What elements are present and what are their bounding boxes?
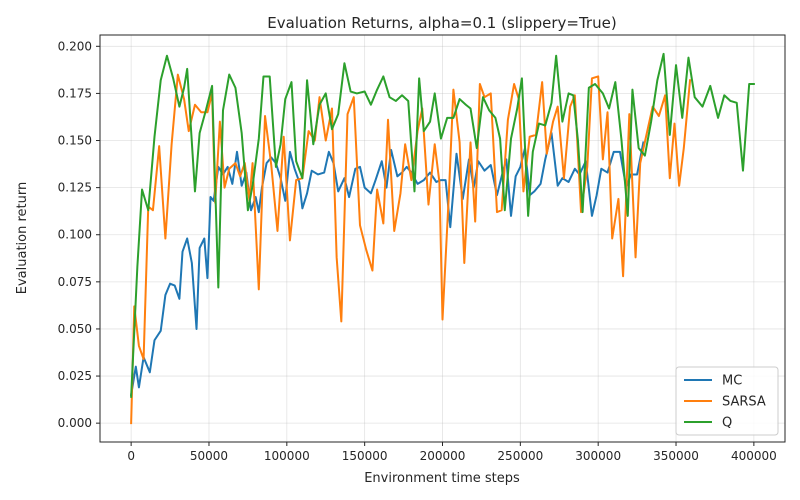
x-axis-label: Environment time steps [364, 471, 520, 486]
series-line-sarsa [130, 73, 692, 425]
chart-title: Evaluation Returns, alpha=0.1 (slippery=… [267, 14, 616, 32]
x-tick-label: 150000 [342, 449, 388, 463]
y-axis-ticks: 0.000 0.025 0.050 0.075 0.100 0.125 0.150 0.175… [58, 39, 100, 430]
y-tick-label: 0.000 [58, 416, 92, 430]
x-tick-label: 0 [127, 449, 135, 463]
legend-label-sarsa: SARSA [722, 395, 766, 410]
legend: MC SARSA Q [675, 366, 779, 436]
grid-lines [100, 35, 785, 442]
y-tick-label: 0.050 [58, 322, 92, 336]
legend-label-q: Q [722, 416, 732, 431]
y-tick-label: 0.025 [58, 369, 92, 383]
x-tick-label: 300000 [575, 449, 621, 463]
x-tick-label: 400000 [731, 449, 777, 463]
y-tick-label: 0.125 [58, 181, 92, 195]
x-tick-label: 200000 [420, 449, 466, 463]
x-axis-ticks: 0 50000 100000 150000 200000 250000 300000 3500… [127, 442, 777, 463]
x-tick-label: 250000 [497, 449, 543, 463]
series-line-q [130, 52, 755, 398]
y-tick-label: 0.175 [58, 86, 92, 100]
y-tick-label: 0.100 [58, 228, 92, 242]
legend-label-mc: MC [722, 374, 742, 389]
legend-box [675, 366, 779, 436]
x-tick-label: 50000 [190, 449, 228, 463]
y-tick-label: 0.150 [58, 134, 92, 148]
y-axis-label: Evaluation return [15, 182, 30, 294]
y-tick-label: 0.200 [58, 39, 92, 53]
y-tick-label: 0.075 [58, 275, 92, 289]
series-lines [129, 52, 755, 425]
x-tick-label: 350000 [653, 449, 699, 463]
series-line-mc [129, 131, 645, 397]
x-tick-label: 100000 [264, 449, 310, 463]
